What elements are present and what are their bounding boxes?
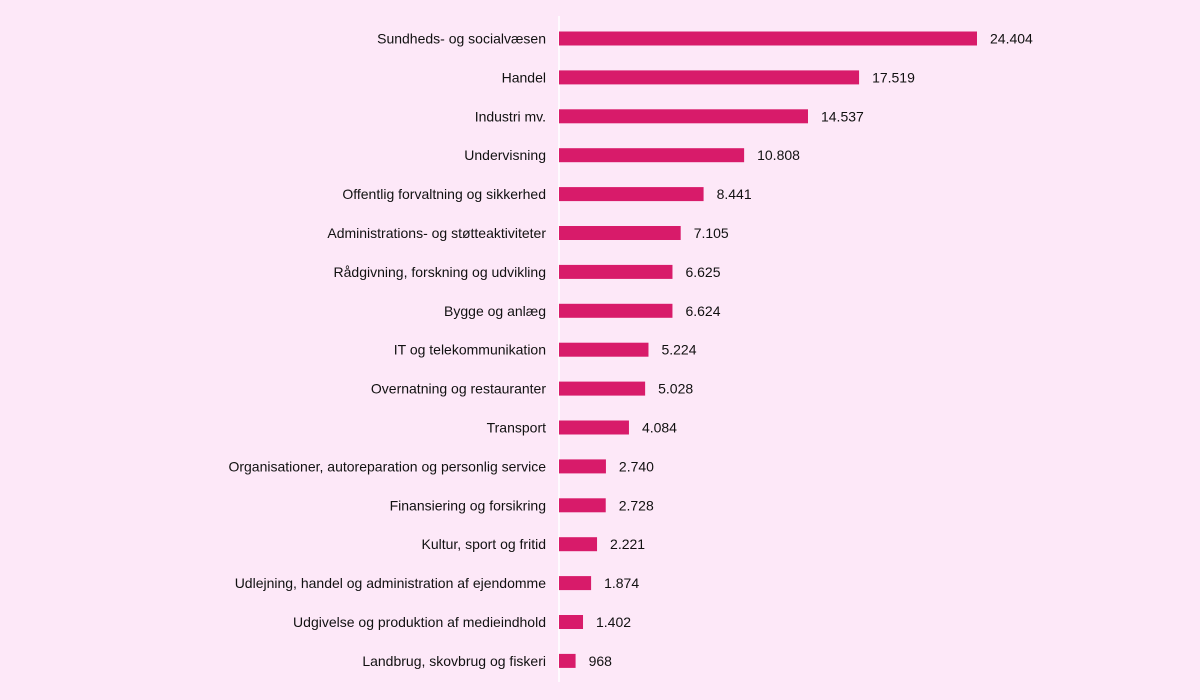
value-label: 4.084 (642, 420, 677, 436)
bar (559, 615, 584, 629)
value-label: 17.519 (872, 69, 915, 85)
category-label: Industri mv. (475, 108, 546, 124)
category-label: Undervisning (464, 147, 546, 163)
value-label: 1.402 (596, 614, 631, 630)
category-label: Rådgivning, forskning og udvikling (334, 264, 546, 280)
bar (559, 653, 576, 668)
value-label: 5.028 (658, 381, 693, 397)
bar (559, 498, 606, 513)
value-label: 2.221 (610, 536, 645, 552)
value-label: 6.624 (685, 303, 720, 319)
value-label: 10.808 (757, 147, 800, 163)
bar (559, 264, 673, 279)
bar (559, 576, 592, 591)
value-label: 7.105 (694, 225, 729, 241)
bar (559, 381, 646, 396)
value-label: 1.874 (604, 575, 639, 591)
bar (559, 342, 649, 357)
value-label: 968 (589, 653, 613, 669)
category-label: Overnatning og restauranter (371, 381, 546, 397)
category-label: Sundheds- og socialvæsen (377, 31, 546, 47)
category-label: Organisationer, autoreparation og person… (228, 458, 546, 474)
bar (559, 148, 745, 163)
category-label: Udgivelse og produktion af medieindhold (293, 614, 546, 630)
value-label: 8.441 (717, 186, 752, 202)
value-label: 14.537 (821, 108, 864, 124)
category-label: Landbrug, skovbrug og fiskeri (362, 653, 546, 669)
value-label: 2.728 (619, 497, 654, 513)
category-label: Udlejning, handel og administration af e… (235, 575, 547, 591)
value-label: 5.224 (661, 342, 696, 358)
bar (559, 420, 629, 435)
bar (559, 537, 598, 552)
value-label: 24.404 (990, 31, 1033, 47)
category-label: Kultur, sport og fritid (421, 536, 546, 552)
category-label: Bygge og anlæg (444, 303, 546, 319)
bar (559, 70, 860, 85)
bar (559, 109, 808, 124)
category-label: IT og telekommunikation (394, 342, 546, 358)
bar (559, 31, 977, 46)
value-label: 6.625 (685, 264, 720, 280)
category-label: Administrations- og støtteaktiviteter (327, 225, 546, 241)
category-label: Offentlig forvaltning og sikkerhed (342, 186, 546, 202)
bar (559, 459, 606, 474)
value-label: 2.740 (619, 458, 654, 474)
bar (559, 303, 673, 318)
category-label: Finansiering og forsikring (390, 497, 546, 513)
category-label: Handel (502, 69, 546, 85)
bar (559, 226, 681, 240)
bar (559, 187, 704, 202)
category-label: Transport (487, 420, 547, 436)
